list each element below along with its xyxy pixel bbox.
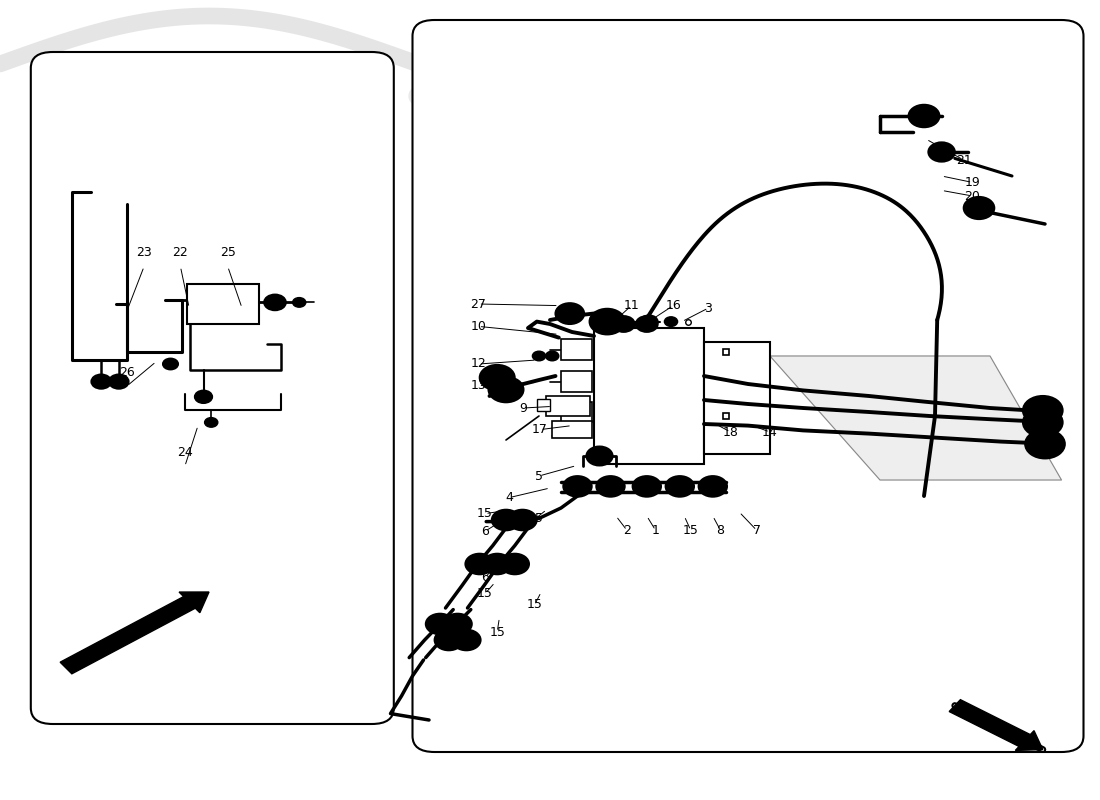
Circle shape	[452, 630, 481, 650]
Text: 16: 16	[666, 299, 681, 312]
Circle shape	[195, 390, 212, 403]
Circle shape	[590, 309, 625, 334]
Circle shape	[698, 476, 727, 497]
Text: 23: 23	[136, 246, 152, 258]
Text: 12: 12	[471, 358, 486, 370]
Text: 19: 19	[965, 176, 980, 189]
Text: 2: 2	[623, 524, 631, 537]
Text: 3: 3	[704, 302, 713, 314]
Text: eurospares: eurospares	[658, 145, 860, 175]
Circle shape	[500, 554, 529, 574]
Text: eurospares: eurospares	[102, 609, 305, 639]
Text: 15: 15	[528, 512, 543, 525]
Text: 6: 6	[481, 525, 490, 538]
Text: 10: 10	[471, 320, 486, 333]
Bar	[537, 399, 550, 411]
Circle shape	[1023, 408, 1063, 437]
Circle shape	[109, 374, 129, 389]
Text: 14: 14	[762, 426, 778, 438]
Circle shape	[488, 377, 524, 402]
Text: 20: 20	[965, 190, 980, 202]
Circle shape	[293, 298, 306, 307]
Text: 27: 27	[471, 298, 486, 310]
Circle shape	[205, 418, 218, 427]
Bar	[561, 339, 592, 360]
Circle shape	[596, 476, 625, 497]
Circle shape	[434, 630, 463, 650]
FancyBboxPatch shape	[412, 20, 1084, 752]
Text: 22: 22	[173, 246, 188, 258]
Text: eurospares: eurospares	[658, 609, 860, 639]
Circle shape	[664, 317, 678, 326]
FancyArrow shape	[949, 700, 1043, 750]
Text: 15: 15	[477, 587, 493, 600]
Text: 15: 15	[490, 626, 505, 638]
Circle shape	[563, 476, 592, 497]
Text: 4: 4	[505, 491, 514, 504]
Bar	[546, 396, 590, 416]
Text: 6: 6	[481, 571, 490, 584]
Bar	[704, 342, 770, 454]
Circle shape	[928, 142, 955, 162]
Polygon shape	[770, 356, 1062, 480]
Text: 1: 1	[651, 524, 660, 537]
Text: 18: 18	[723, 426, 738, 438]
Circle shape	[480, 365, 515, 390]
Circle shape	[632, 476, 661, 497]
Circle shape	[640, 315, 658, 328]
Circle shape	[1023, 396, 1063, 425]
Text: eurospares: eurospares	[102, 145, 305, 175]
Circle shape	[1025, 430, 1065, 458]
Circle shape	[465, 554, 494, 574]
Circle shape	[443, 614, 472, 634]
Text: 9: 9	[519, 402, 528, 414]
Text: 26: 26	[119, 366, 134, 378]
Text: 11: 11	[624, 299, 639, 312]
Text: 17: 17	[532, 423, 548, 436]
Circle shape	[91, 374, 111, 389]
Text: 7: 7	[752, 524, 761, 537]
Circle shape	[909, 105, 939, 127]
Circle shape	[666, 476, 694, 497]
Bar	[561, 402, 592, 422]
Bar	[187, 284, 258, 324]
Circle shape	[264, 294, 286, 310]
Circle shape	[163, 358, 178, 370]
Circle shape	[613, 316, 635, 332]
Text: 13: 13	[471, 379, 486, 392]
Text: 5: 5	[535, 470, 543, 482]
Text: 25: 25	[220, 246, 235, 258]
Text: 24: 24	[177, 446, 192, 458]
Circle shape	[483, 554, 512, 574]
Text: 15: 15	[477, 507, 493, 520]
Bar	[594, 328, 704, 464]
Circle shape	[964, 197, 994, 219]
FancyArrow shape	[60, 592, 209, 674]
Text: 21: 21	[956, 154, 971, 166]
Circle shape	[532, 351, 546, 361]
Circle shape	[492, 510, 520, 530]
Circle shape	[636, 316, 658, 332]
Bar	[552, 421, 592, 438]
Text: 15: 15	[527, 598, 542, 611]
Bar	[561, 371, 592, 392]
Circle shape	[508, 510, 537, 530]
Circle shape	[556, 303, 584, 324]
Text: 15: 15	[683, 524, 698, 537]
Text: 8: 8	[716, 524, 725, 537]
Circle shape	[546, 351, 559, 361]
Circle shape	[426, 614, 454, 634]
FancyBboxPatch shape	[31, 52, 394, 724]
Circle shape	[586, 446, 613, 466]
